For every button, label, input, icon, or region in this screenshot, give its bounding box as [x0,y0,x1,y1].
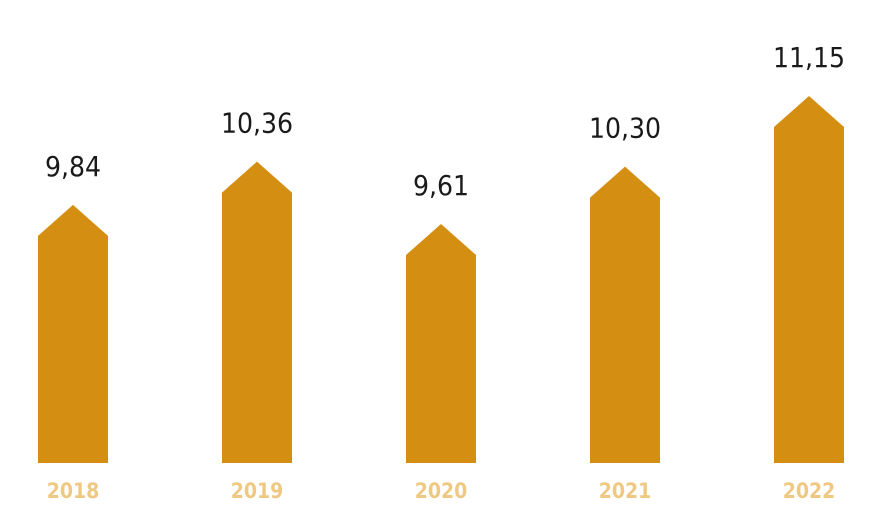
x-tick-label-2021: 2021 [599,479,652,503]
bars-group [38,96,844,463]
value-label-2019: 10,36 [221,107,293,140]
x-tick-label-2019: 2019 [231,479,284,503]
x-axis-tick-labels: 2018 2019 2020 2021 2022 [47,479,836,503]
bar-2019 [222,161,292,463]
x-tick-label-2018: 2018 [47,479,100,503]
x-tick-label-2022: 2022 [783,479,836,503]
bar-2022 [774,96,844,463]
value-labels-group: 9,84 10,36 9,61 10,30 11,15 [45,41,845,202]
bar-2020 [406,224,476,463]
value-label-2022: 11,15 [773,41,845,74]
bar-2021 [590,166,660,463]
bar-2018 [38,204,108,463]
value-label-2021: 10,30 [589,112,661,145]
value-label-2018: 9,84 [45,150,101,183]
value-label-2020: 9,61 [413,169,469,202]
x-tick-label-2020: 2020 [415,479,468,503]
